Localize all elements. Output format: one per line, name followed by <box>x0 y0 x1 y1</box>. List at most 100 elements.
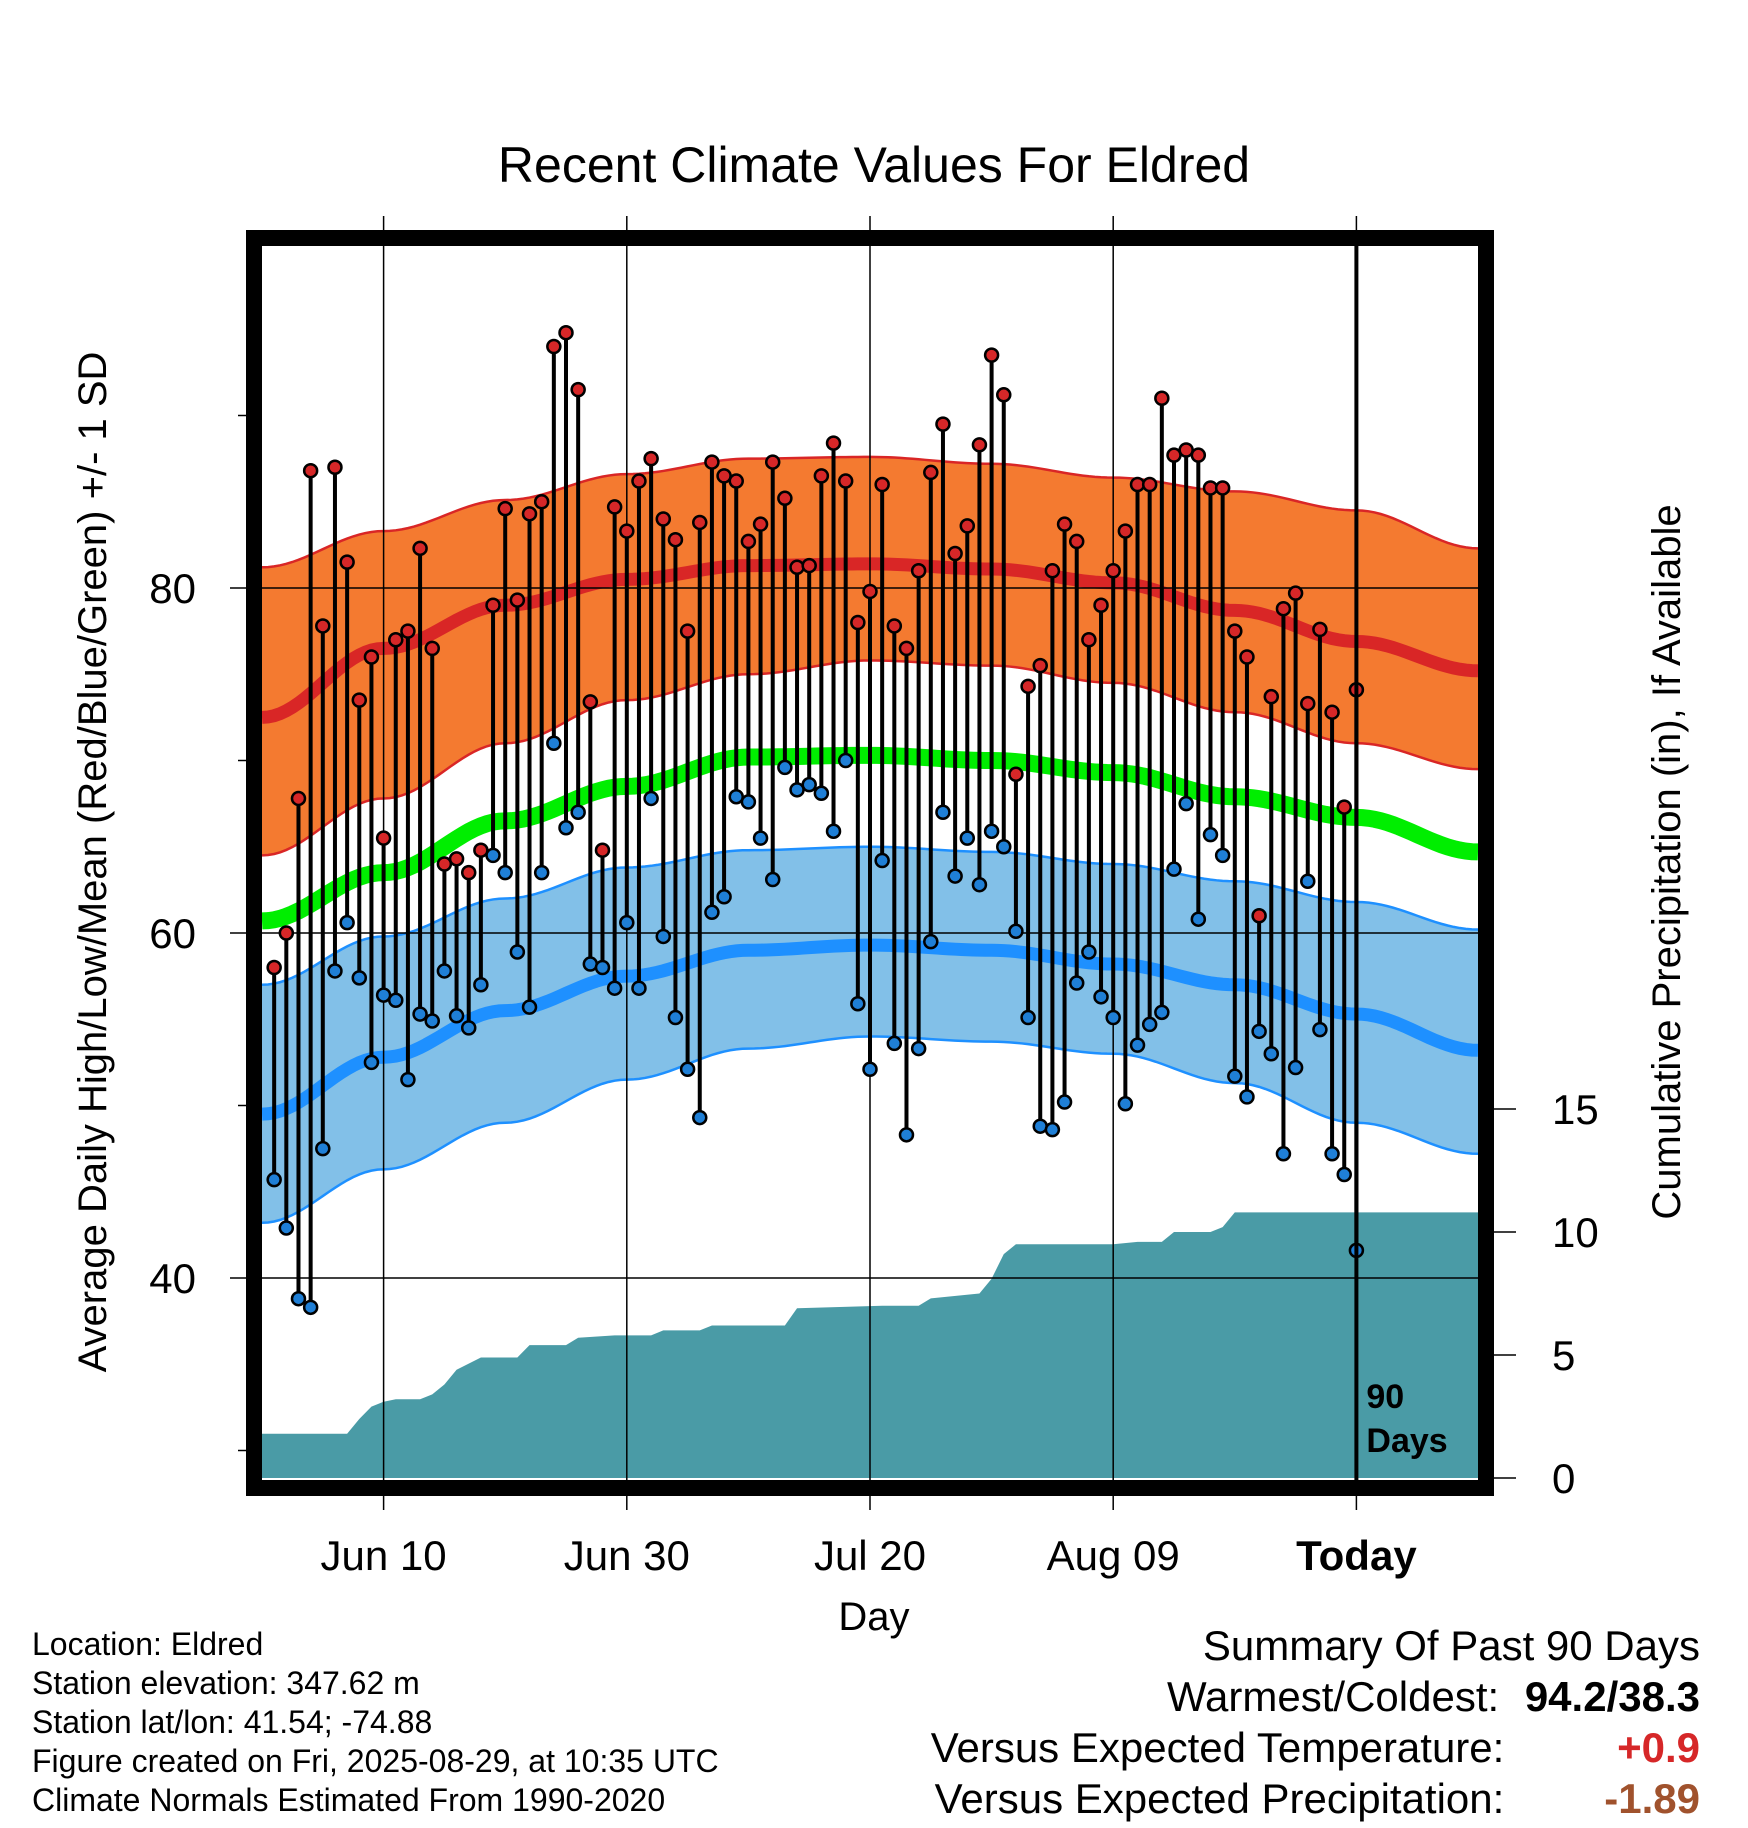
high-point <box>594 842 611 858</box>
high-point <box>837 473 854 489</box>
low-point <box>1178 795 1194 812</box>
low-point <box>278 1220 295 1236</box>
high-point <box>752 516 769 532</box>
high-point <box>886 618 903 634</box>
low-point <box>436 963 453 979</box>
low-point <box>533 864 550 881</box>
low-point <box>1068 975 1085 991</box>
low-point <box>1056 1094 1073 1110</box>
today-window-label-1: 90 <box>1366 1378 1404 1416</box>
high-point <box>862 583 878 600</box>
high-point <box>1117 523 1134 539</box>
high-point <box>1044 563 1061 579</box>
low-point <box>825 823 842 839</box>
low-point <box>837 752 854 769</box>
low-point <box>655 928 672 945</box>
high-point <box>315 618 331 634</box>
temp-departure-row: Versus Expected Temperature: +0.9 <box>931 1722 1700 1773</box>
high-point <box>1020 678 1036 695</box>
low-point <box>509 944 526 960</box>
location-text: Location: Eldred <box>32 1626 264 1662</box>
high-point <box>801 557 817 574</box>
high-point <box>947 545 963 562</box>
low-point <box>1154 1004 1170 1021</box>
y-tick-label-right: 0 <box>1552 1455 1575 1502</box>
low-point <box>1129 1037 1146 1053</box>
elevation-text: Station elevation: 347.62 m <box>32 1665 420 1701</box>
high-point <box>1141 476 1158 493</box>
high-point <box>570 381 586 398</box>
low-point <box>947 868 963 884</box>
low-point <box>1275 1146 1292 1162</box>
high-point <box>667 531 684 548</box>
low-point <box>546 735 562 751</box>
low-point <box>1093 989 1109 1005</box>
high-point <box>1251 908 1267 924</box>
high-point <box>533 494 550 510</box>
high-point <box>631 473 647 489</box>
high-point <box>813 468 830 484</box>
low-point <box>448 1008 465 1024</box>
low-point <box>692 1109 708 1126</box>
high-point <box>266 959 282 976</box>
high-point <box>764 454 781 470</box>
y-tick-label-left: 80 <box>149 565 196 612</box>
high-point <box>935 416 951 432</box>
y-tick-label-right: 5 <box>1552 1332 1575 1379</box>
low-point <box>704 904 720 921</box>
low-point <box>327 963 343 979</box>
warmest-coldest-row: Warmest/Coldest: 94.2/38.3 <box>931 1671 1700 1722</box>
low-point <box>290 1290 307 1307</box>
temp-departure-value: +0.9 <box>1617 1724 1700 1771</box>
low-point <box>1166 861 1182 877</box>
low-point <box>752 830 769 846</box>
high-point <box>655 511 672 527</box>
y-tick-label-left: 40 <box>149 1255 196 1302</box>
high-point <box>923 464 939 481</box>
y-axis-right-label: Cumulative Precipitation (in), If Availa… <box>1645 504 1689 1219</box>
low-point <box>935 804 951 820</box>
high-point <box>448 851 465 867</box>
high-point <box>1081 632 1097 648</box>
x-tick-label: Jun 10 <box>321 1532 447 1579</box>
high-point <box>582 694 599 710</box>
high-point <box>1008 766 1024 783</box>
low-point <box>339 914 355 931</box>
high-point <box>424 640 440 657</box>
low-point <box>1287 1059 1304 1076</box>
temp-departure-label: Versus Expected Temperature: <box>930 1724 1505 1771</box>
low-point <box>460 1020 477 1036</box>
high-point <box>497 500 513 517</box>
low-point <box>1251 1023 1267 1040</box>
plot-area: 90 Days <box>262 246 1478 1480</box>
low-point <box>1239 1089 1255 1105</box>
high-point <box>1239 649 1255 665</box>
low-point <box>302 1299 319 1316</box>
high-point <box>777 490 793 507</box>
high-point <box>740 533 757 550</box>
today-window-label-2: Days <box>1366 1422 1447 1460</box>
low-point <box>1324 1146 1340 1162</box>
high-point <box>643 450 659 467</box>
low-point <box>923 933 939 950</box>
low-point <box>400 1071 416 1088</box>
high-point <box>290 790 307 807</box>
x-tick-label: Today <box>1296 1532 1417 1579</box>
precip-departure-label: Versus Expected Precipitation: <box>934 1775 1505 1822</box>
high-point <box>1068 533 1085 550</box>
precip-departure-value: -1.89 <box>1604 1775 1700 1822</box>
high-point <box>850 614 866 631</box>
high-point <box>1227 623 1243 639</box>
low-point <box>1141 1016 1158 1033</box>
high-point <box>400 623 416 639</box>
high-point <box>1336 799 1352 815</box>
low-point <box>606 980 623 996</box>
high-point <box>521 506 538 522</box>
high-point <box>327 459 343 475</box>
low-point <box>1263 1046 1280 1062</box>
low-point <box>1190 911 1207 927</box>
x-axis-label: Day <box>838 1595 909 1639</box>
low-point <box>558 820 574 836</box>
y-axis-left-label: Average Daily High/Low/Mean (Red/Blue/Gr… <box>71 352 115 1373</box>
high-point <box>619 523 635 539</box>
